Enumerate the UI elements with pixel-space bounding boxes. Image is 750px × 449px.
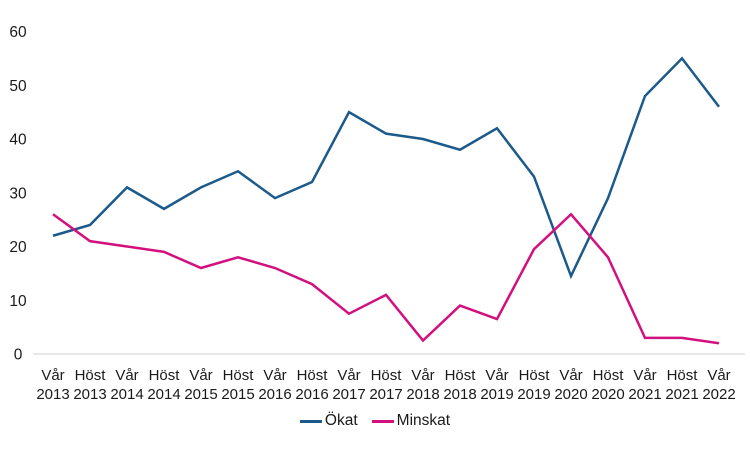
x-axis-label-season: Höst [519, 367, 551, 384]
y-axis-tick-label: 30 [9, 185, 27, 202]
x-axis-label-season: Vår [263, 367, 286, 384]
y-axis-tick-label: 10 [9, 293, 27, 310]
x-axis-label-season: Höst [667, 367, 699, 384]
series-line-minskat [52, 212, 720, 345]
x-axis-label-season: Vår [485, 367, 508, 384]
y-axis-tick-label: 0 [14, 347, 23, 364]
x-axis-label-season: Höst [75, 367, 107, 384]
y-axis-tick-label: 40 [9, 132, 27, 149]
x-axis-label-year: 2017 [369, 386, 402, 403]
x-axis-label-season: Vår [41, 367, 64, 384]
x-axis-label-season: Höst [297, 367, 329, 384]
x-axis-label-season: Höst [593, 367, 625, 384]
y-axis-tick-label: 20 [9, 239, 27, 256]
x-axis-label-season: Vår [559, 367, 582, 384]
x-axis-label-year: 2018 [443, 386, 476, 403]
x-axis-label-year: 2021 [665, 386, 698, 403]
x-axis-label-year: 2013 [36, 386, 69, 403]
x-axis-label-year: 2019 [517, 386, 550, 403]
x-axis-label-season: Höst [223, 367, 255, 384]
x-axis-label-year: 2022 [702, 386, 735, 403]
x-axis-label-year: 2014 [147, 386, 180, 403]
x-axis-label-season: Höst [149, 367, 181, 384]
x-axis-label-season: Höst [445, 367, 477, 384]
legend-item-kat: Ökat [299, 411, 358, 431]
legend-label-kat: Ökat [324, 412, 358, 429]
legend-item-minskat: Minskat [371, 411, 451, 431]
x-axis-label-season: Vår [189, 367, 212, 384]
x-axis-label-season: Vår [411, 367, 434, 384]
x-axis-label-season: Vår [707, 367, 730, 384]
x-axis-label-year: 2018 [406, 386, 439, 403]
legend-swatch-kat [299, 419, 322, 423]
series-line-kat [52, 56, 720, 280]
x-axis-label-season: Vår [337, 367, 360, 384]
x-axis-label-season: Vår [633, 367, 656, 384]
x-axis-label-year: 2019 [480, 386, 513, 403]
x-axis-label-year: 2016 [295, 386, 328, 403]
legend-label-minskat: Minskat [396, 412, 451, 429]
x-axis-label-year: 2014 [110, 386, 143, 403]
x-axis-label-year: 2015 [221, 386, 254, 403]
x-axis-label-season: Höst [371, 367, 403, 384]
y-axis-tick-label: 50 [9, 78, 27, 95]
x-axis-label-year: 2021 [628, 386, 661, 403]
x-axis-label-year: 2015 [184, 386, 217, 403]
chart-legend: Ökat Minskat [0, 411, 750, 431]
x-axis-label-year: 2016 [258, 386, 291, 403]
x-axis-label-year: 2017 [332, 386, 365, 403]
x-axis-label-season: Vår [115, 367, 138, 384]
legend-swatch-minskat [371, 419, 394, 423]
x-axis-label-year: 2020 [591, 386, 624, 403]
x-axis-label-year: 2013 [73, 386, 106, 403]
x-axis-label-year: 2020 [554, 386, 587, 403]
y-axis-tick-label: 60 [9, 24, 27, 41]
